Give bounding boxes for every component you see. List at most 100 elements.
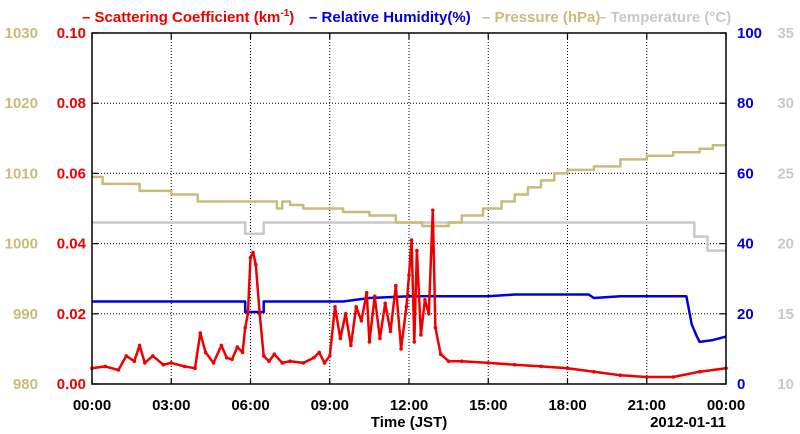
scattering-point [272, 352, 277, 357]
scattering-point [433, 326, 438, 330]
humidity-series-line [92, 293, 727, 344]
scattering-point [312, 355, 316, 360]
humidity-tick-label: 100 [737, 25, 762, 42]
scattering-point [412, 340, 417, 344]
humidity-tick-label: 60 [737, 165, 754, 182]
pressure-tick-label: 1030 [5, 25, 38, 42]
scattering-point [343, 312, 348, 316]
x-tick-label: 12:00 [390, 397, 428, 414]
scattering-point [338, 336, 343, 341]
temperature-series-line [92, 221, 726, 252]
scattering-point [124, 354, 129, 358]
scattering-point [399, 347, 403, 351]
x-tick-label: 21:00 [628, 397, 666, 414]
scattering-point [697, 369, 702, 374]
scattering-point [246, 312, 250, 316]
temperature-tick-label: 30 [777, 95, 794, 112]
scattering-point [383, 301, 388, 306]
scattering-point [267, 359, 271, 364]
scattering-tick-label: 0.00 [57, 376, 86, 393]
scattering-point [301, 361, 306, 365]
scattering-point [394, 283, 398, 288]
scattering-point [116, 368, 121, 372]
series-layer [90, 144, 728, 379]
x-tick-label: 00:00 [707, 397, 745, 414]
scattering-point [415, 248, 419, 253]
x-tick-label: 18:00 [548, 397, 586, 414]
scattering-point [419, 333, 423, 337]
scattering-point [333, 305, 337, 309]
scattering-point [460, 359, 464, 364]
scattering-point [372, 294, 377, 299]
scattering-point [132, 359, 137, 364]
scattering-point [671, 375, 675, 379]
legend: – Scattering Coefficient (km-1) – Relati… [82, 8, 731, 26]
scattering-point [409, 238, 414, 242]
scattering-point [322, 361, 327, 365]
humidity-tick-label: 80 [737, 95, 754, 112]
scattering-point [367, 340, 372, 344]
pressure-tick-label: 1000 [5, 236, 38, 253]
scattering-point [137, 343, 142, 348]
scattering-point [243, 326, 247, 330]
scattering-point [565, 366, 570, 371]
scattering-point [427, 312, 431, 316]
scattering-tick-label: 0.06 [57, 165, 86, 182]
x-tick-label: 15:00 [469, 397, 507, 414]
humidity-tick-label: 40 [737, 236, 754, 253]
temperature-tick-label: 20 [777, 236, 794, 253]
humidity-tick-label: 0 [737, 376, 745, 393]
scattering-point [103, 364, 107, 369]
pressure-tick-label: 990 [13, 306, 38, 323]
scattering-point [288, 359, 292, 364]
pressure-tick-label: 1010 [5, 165, 38, 182]
scattering-point [211, 361, 216, 365]
date-label: 2012-01-11 [650, 414, 726, 431]
scattering-point [404, 305, 409, 309]
grid [92, 33, 726, 384]
legend-scattering: – Scattering Coefficient (km-1) [82, 8, 294, 26]
temperature-tick-label: 35 [777, 25, 794, 42]
legend-pressure: – Pressure (hPa) [482, 9, 600, 26]
temperature-tick-label: 15 [777, 306, 794, 323]
scattering-point [280, 361, 285, 365]
x-tick-label: 00:00 [73, 397, 111, 414]
x-tick-label: 06:00 [231, 397, 269, 414]
scattering-point [254, 262, 258, 267]
scattering-point [328, 354, 332, 358]
scattering-point [261, 354, 266, 358]
scattering-point [364, 290, 369, 295]
temperature-tick-label: 10 [777, 376, 794, 393]
scattering-point [438, 352, 443, 357]
scattering-point [354, 305, 359, 309]
scattering-point [219, 343, 224, 348]
scattering-point [224, 355, 229, 360]
scattering-point [645, 375, 649, 379]
scattering-tick-label: 0.08 [57, 95, 86, 112]
plot-frame [91, 32, 727, 385]
scattering-point [349, 343, 353, 348]
tick-labels: 00:00 03:00 06:00 09:00 12:00 15:00 18:00 21:00… [5, 25, 794, 414]
pressure-series-line [92, 144, 726, 228]
scattering-point [240, 350, 245, 355]
scattering-point [423, 298, 427, 302]
scattering-point [169, 361, 174, 365]
scattering-tick-label: 0.10 [57, 25, 86, 42]
scattering-point [248, 255, 253, 260]
scattering-point [378, 336, 382, 341]
scattering-point [618, 373, 623, 378]
scattering-point [539, 364, 543, 369]
scattering-point [182, 364, 187, 369]
legend-humidity: – Relative Humidity(%) [309, 9, 471, 26]
scattering-point [230, 357, 234, 362]
x-axis-label: Time (JST) [371, 414, 447, 431]
scattering-point [317, 350, 322, 355]
pressure-tick-label: 1020 [5, 95, 38, 112]
scattering-tick-label: 0.04 [57, 236, 87, 253]
scattering-tick-label: 0.02 [57, 306, 86, 323]
scattering-point [161, 362, 166, 367]
scattering-point [512, 362, 517, 367]
legend-temperature: – Temperature (°C) [598, 9, 731, 26]
scattering-point [592, 369, 596, 374]
humidity-tick-label: 20 [737, 306, 754, 323]
